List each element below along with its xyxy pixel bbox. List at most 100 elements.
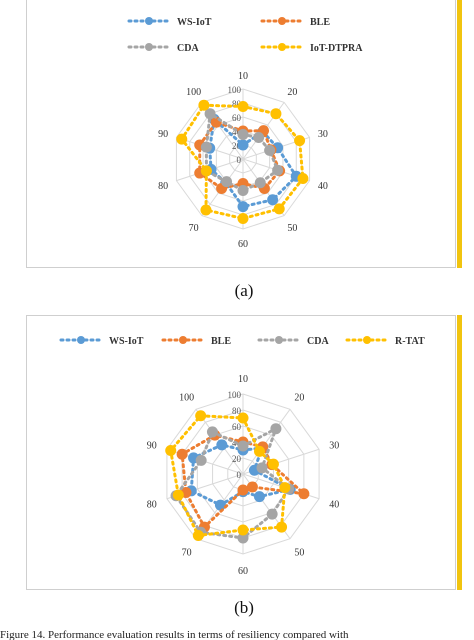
legend-marker xyxy=(77,336,85,344)
category-label: 90 xyxy=(158,129,168,140)
data-point xyxy=(195,454,207,466)
data-point xyxy=(172,489,184,501)
category-label: 70 xyxy=(182,548,192,559)
category-label: 60 xyxy=(238,566,248,577)
data-point xyxy=(237,213,249,224)
legend-item: CDA xyxy=(127,43,199,54)
legend-marker xyxy=(278,17,286,25)
data-point xyxy=(237,524,249,536)
data-point xyxy=(237,201,249,213)
legend-item: BLE xyxy=(161,336,231,347)
category-label: 40 xyxy=(329,500,339,511)
data-point xyxy=(237,101,249,112)
legend-marker xyxy=(363,336,371,344)
radial-tick-label: 100 xyxy=(228,85,242,95)
data-point xyxy=(267,194,279,206)
data-point xyxy=(253,491,265,503)
radial-tick-label: 40 xyxy=(232,127,242,137)
data-point xyxy=(276,521,288,533)
legend-label: BLE xyxy=(310,17,330,28)
category-label: 40 xyxy=(318,181,328,192)
radar-chart-b: WS-IoT BLE CDA R-TAT02040608010010203040506… xyxy=(59,336,425,577)
radial-tick-label: 80 xyxy=(232,99,242,109)
accent-bar-b xyxy=(457,315,462,590)
data-point xyxy=(270,108,282,120)
radial-tick-label: 80 xyxy=(232,406,242,416)
data-point xyxy=(237,532,249,544)
legend-label: WS-IoT xyxy=(177,17,212,28)
legend-item: WS-IoT xyxy=(59,336,144,347)
data-point xyxy=(237,185,249,196)
radial-tick-label: 60 xyxy=(232,422,242,432)
data-point xyxy=(246,481,258,493)
data-point xyxy=(204,108,216,120)
category-label: 80 xyxy=(158,181,168,192)
legend-item: R-TAT xyxy=(345,336,425,347)
data-point xyxy=(198,99,210,111)
legend-label: CDA xyxy=(177,43,199,54)
category-label: 20 xyxy=(287,87,297,98)
category-label: 20 xyxy=(294,392,304,403)
category-label: 50 xyxy=(287,223,297,234)
data-point xyxy=(195,410,207,422)
radial-tick-label: 100 xyxy=(228,390,242,400)
data-point xyxy=(237,412,249,424)
legend-item: BLE xyxy=(260,17,330,28)
data-point xyxy=(237,440,249,452)
legend-marker xyxy=(145,43,153,51)
data-point xyxy=(253,131,265,143)
data-point xyxy=(254,177,266,189)
category-label: 30 xyxy=(329,440,339,451)
legend-marker xyxy=(275,336,283,344)
legend-label: WS-IoT xyxy=(109,336,144,347)
data-point xyxy=(273,203,285,215)
chart-panel-b: WS-IoT BLE CDA R-TAT 0 20 40 60 80 100 10 20 30 40 50 6… xyxy=(26,315,456,590)
legend-marker xyxy=(278,43,286,51)
data-point xyxy=(200,165,212,177)
category-label: 80 xyxy=(147,500,157,511)
legend-label: IoT-DTPRA xyxy=(310,43,363,54)
data-point xyxy=(272,164,284,176)
data-point xyxy=(264,144,276,156)
legend-marker xyxy=(145,17,153,25)
series-cda xyxy=(170,423,295,544)
data-point xyxy=(214,499,226,511)
category-label: 10 xyxy=(238,71,248,82)
legend: WS-IoT BLE CDA R-TAT xyxy=(59,336,425,347)
series-iot-dtpra xyxy=(176,99,309,224)
caption-b: (b) xyxy=(234,598,254,617)
data-point xyxy=(256,462,268,474)
category-label: 10 xyxy=(238,374,248,385)
data-point xyxy=(216,439,228,451)
legend-item: CDA xyxy=(257,336,329,347)
data-point xyxy=(298,488,310,500)
data-point xyxy=(267,458,279,470)
data-point xyxy=(176,448,188,460)
data-point xyxy=(279,482,291,494)
radial-tick-label: 0 xyxy=(237,470,242,480)
data-point xyxy=(294,135,306,147)
radar-chart-a: WS-IoT BLE CDA IoT-DTPRA 0 20 40 60 80 100 10 20 30 4… xyxy=(127,17,363,250)
data-point xyxy=(200,204,212,216)
category-label: 90 xyxy=(147,440,157,451)
legend-label: BLE xyxy=(211,336,231,347)
legend: WS-IoT BLE CDA IoT-DTPRA xyxy=(127,17,363,54)
data-point xyxy=(266,508,278,520)
data-point xyxy=(270,423,282,435)
data-point xyxy=(237,484,249,496)
data-point xyxy=(237,139,249,151)
series-r-tat xyxy=(165,410,291,541)
data-point xyxy=(165,445,177,457)
accent-bar-a xyxy=(457,0,462,268)
figure-caption-text: Figure 14. Performance evaluation result… xyxy=(0,630,349,640)
legend-item: IoT-DTPRA xyxy=(260,43,363,54)
data-point xyxy=(206,426,218,438)
series-line xyxy=(179,103,305,221)
grid-spoke xyxy=(242,408,291,475)
data-point xyxy=(221,176,233,188)
legend-item: WS-IoT xyxy=(127,17,212,28)
radial-tick-label: 20 xyxy=(232,141,242,151)
legend-marker xyxy=(179,336,187,344)
chart-panel-a: WS-IoT BLE CDA IoT-DTPRA 0 20 40 60 80 100 10 20 30 4… xyxy=(26,0,456,268)
data-point xyxy=(297,172,309,184)
